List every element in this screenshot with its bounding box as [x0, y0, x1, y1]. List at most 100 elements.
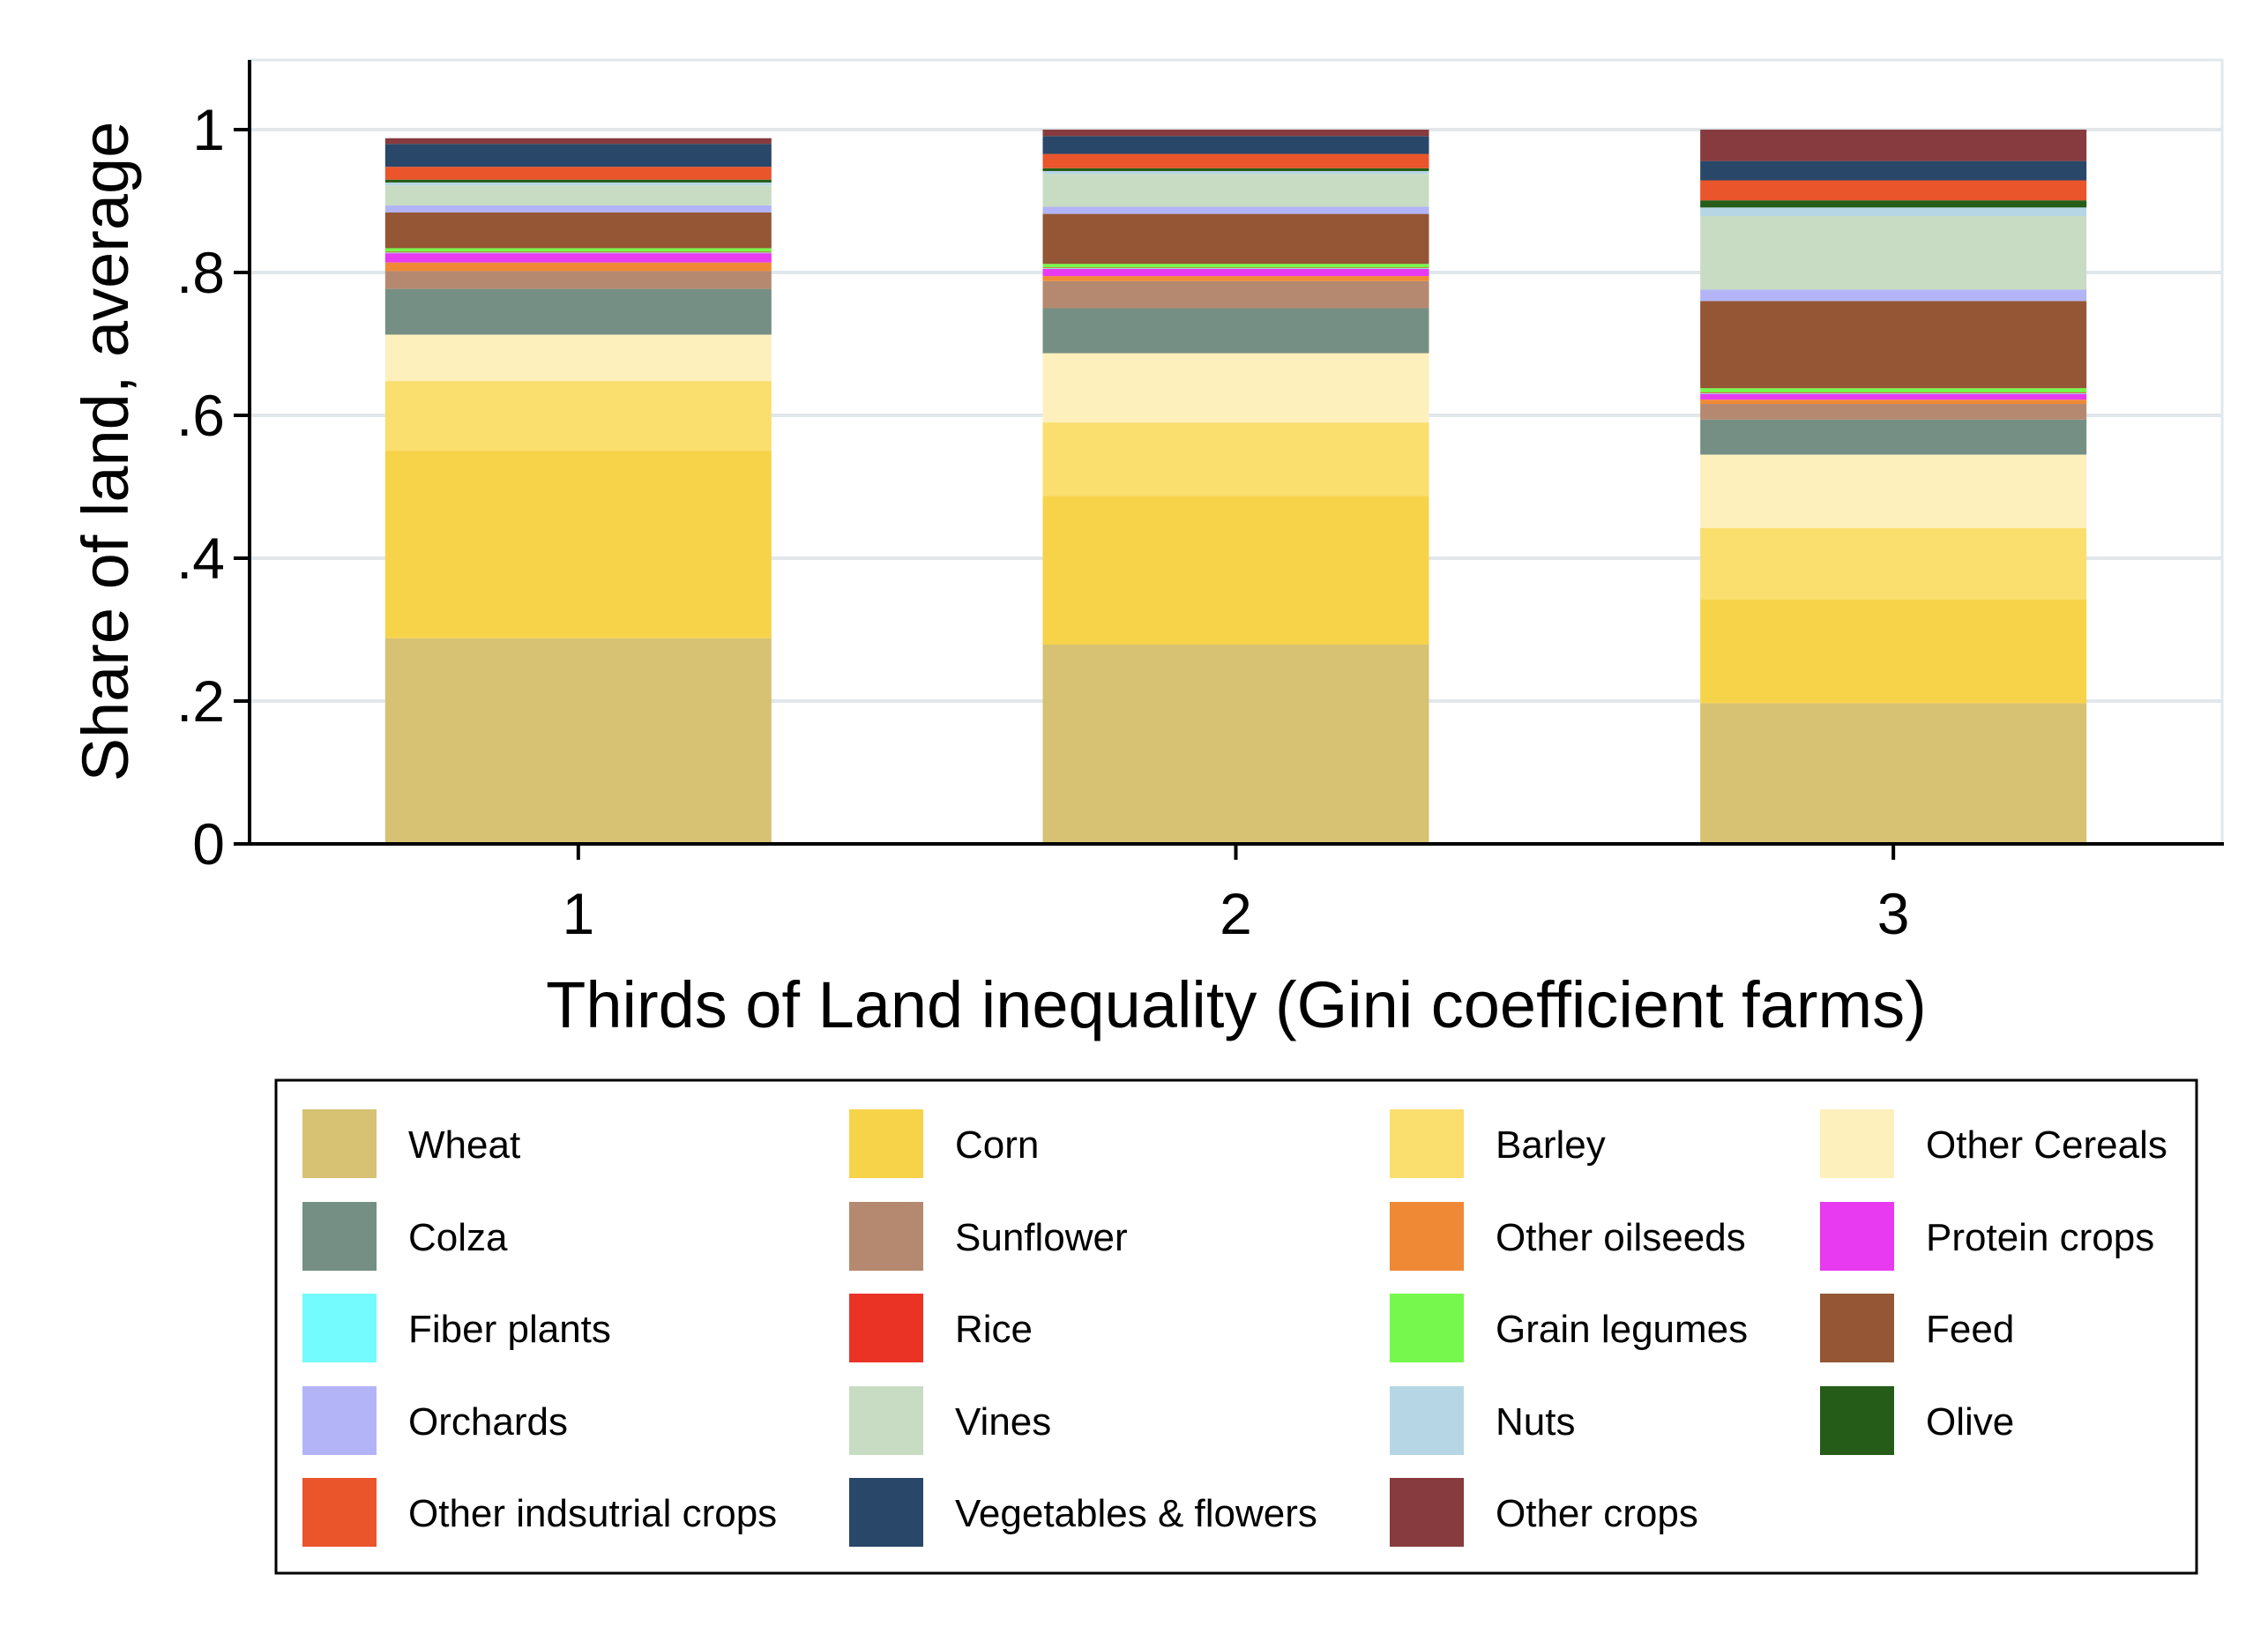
legend-swatch [1820, 1202, 1894, 1271]
bar-segment-vegetables-flowers [1042, 136, 1429, 154]
bar-segment-sunflower [384, 271, 772, 289]
bar-segment-wheat [1042, 645, 1429, 844]
legend-label: Colza [408, 1216, 508, 1259]
legend-item-sunflower: Sunflower [849, 1202, 1128, 1271]
bar-stacks [384, 130, 2087, 844]
bar-segment-colza [1700, 419, 2087, 455]
bar-segment-protein-crops [384, 253, 772, 263]
x-tick-label: 2 [1220, 881, 1252, 946]
bar-segment-grain-legumes [384, 248, 772, 252]
bar-segment-vegetables-flowers [384, 144, 772, 168]
legend-label: Other crops [1496, 1492, 1698, 1535]
bar-segment-wheat [384, 638, 772, 844]
legend-swatch [1820, 1294, 1894, 1362]
y-tick-label: .4 [176, 526, 225, 591]
bar-segment-other-indsutrial-crops [1700, 180, 2087, 201]
legend-label: Other Cereals [1926, 1123, 2167, 1167]
legend-swatch [1390, 1202, 1464, 1271]
bar-segment-vegetables-flowers [1700, 160, 2087, 181]
y-tick-label: 1 [192, 97, 225, 162]
legend-item-vegetables-flowers: Vegetables & flowers [849, 1478, 1317, 1547]
bar-segment-other-indsutrial-crops [384, 167, 772, 180]
legend-label: Feed [1926, 1308, 2014, 1351]
bar-segment-other-cereals [1700, 454, 2087, 528]
bar-stack-3 [1700, 130, 2087, 844]
legend-item-vines: Vines [849, 1386, 1051, 1455]
bar-segment-barley [384, 381, 772, 451]
legend-label: Wheat [408, 1123, 520, 1167]
bar-segment-protein-crops [1700, 393, 2087, 400]
legend-swatch [302, 1478, 377, 1547]
legend-item-grain-legumes: Grain legumes [1390, 1294, 1748, 1362]
bar-segment-other-oilseeds [1700, 399, 2087, 405]
bar-segment-grain-legumes [1042, 264, 1429, 268]
legend-label: Corn [955, 1123, 1039, 1167]
legend-label: Olive [1926, 1400, 2014, 1444]
legend-swatch [1390, 1109, 1464, 1178]
bar-segment-fiber-plants [384, 252, 772, 254]
legend-label: Nuts [1496, 1400, 1575, 1444]
bar-segment-barley [1700, 527, 2087, 600]
legend-item-corn: Corn [849, 1109, 1039, 1178]
x-axis-ticks: 1 2 3 [562, 844, 1910, 946]
x-tick-label: 3 [1877, 881, 1910, 946]
bar-segment-colza [1042, 308, 1429, 354]
legend-label: Other indsutrial crops [408, 1492, 777, 1535]
legend-swatch [302, 1386, 377, 1455]
legend-swatch [849, 1386, 923, 1455]
legend-label: Rice [955, 1308, 1033, 1351]
legend-label: Barley [1496, 1123, 1606, 1167]
bar-segment-olive [1700, 200, 2087, 208]
bar-segment-other-crops [384, 138, 772, 145]
legend-item-olive: Olive [1820, 1386, 2014, 1455]
y-tick-label: 0 [192, 811, 225, 877]
legend-item-other-cereals: Other Cereals [1820, 1109, 2167, 1178]
legend-swatch [849, 1202, 923, 1271]
bar-segment-fiber-plants [1042, 268, 1429, 269]
bar-segment-rice [384, 251, 772, 253]
bar-segment-fiber-plants [1700, 392, 2087, 394]
bar-stack-2 [1042, 130, 1429, 844]
legend-swatch [1390, 1386, 1464, 1455]
legend-label: Fiber plants [408, 1308, 611, 1351]
x-axis-title: Thirds of Land inequality (Gini coeffici… [546, 968, 1927, 1041]
legend-item-wheat: Wheat [302, 1109, 520, 1178]
legend-item-rice: Rice [849, 1294, 1033, 1362]
bar-segment-corn [384, 451, 772, 638]
legend-item-nuts: Nuts [1390, 1386, 1575, 1455]
bar-segment-wheat [1700, 703, 2087, 844]
legend-swatch [849, 1109, 923, 1178]
bar-segment-rice [1700, 392, 2087, 393]
bar-segment-grain-legumes [1700, 388, 2087, 393]
legend-swatch [1390, 1294, 1464, 1362]
y-tick-label: .8 [176, 240, 225, 305]
legend-swatch [1390, 1478, 1464, 1547]
legend-item-other-crops: Other crops [1390, 1478, 1698, 1547]
legend-swatch [849, 1478, 923, 1547]
y-axis-title: Share of land, average [69, 122, 142, 782]
bar-segment-protein-crops [1042, 268, 1429, 277]
bar-segment-other-oilseeds [384, 262, 772, 272]
bar-segment-nuts [1700, 207, 2087, 217]
bar-segment-other-cereals [1042, 353, 1429, 423]
legend-item-other-oilseeds: Other oilseeds [1390, 1202, 1746, 1271]
bar-segment-corn [1042, 496, 1429, 645]
legend-item-feed: Feed [1820, 1294, 2014, 1362]
bar-segment-vines [384, 185, 772, 205]
bar-segment-olive [384, 179, 772, 183]
legend-label: Vines [955, 1400, 1051, 1444]
bar-stack-1 [384, 138, 772, 844]
bar-segment-vines [1042, 174, 1429, 207]
bar-segment-orchards [384, 205, 772, 213]
bar-segment-other-crops [1700, 130, 2087, 161]
y-tick-label: .2 [176, 668, 225, 734]
bar-segment-rice [1042, 267, 1429, 269]
bar-segment-other-crops [1042, 130, 1429, 137]
legend-swatch [849, 1294, 923, 1362]
legend: Wheat Corn Barley Other Cereals Colza Sunflow… [302, 1109, 2167, 1547]
x-tick-label: 1 [562, 881, 594, 946]
legend-swatch [1820, 1386, 1894, 1455]
bar-segment-corn [1700, 599, 2087, 704]
bar-segment-feed [384, 212, 772, 249]
